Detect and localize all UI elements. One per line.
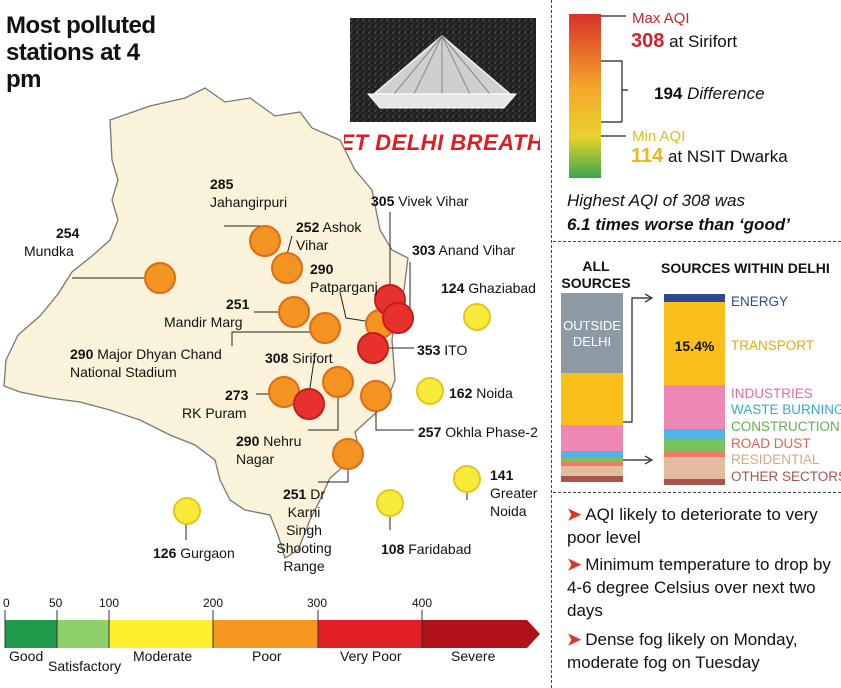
arrow-icon: ➤ xyxy=(567,630,582,649)
scale-band-poor xyxy=(213,620,318,648)
station-sirifort xyxy=(293,388,325,420)
station-jahangirpuri xyxy=(249,225,281,257)
label-ito: 353 ITO xyxy=(417,342,468,358)
label-mandir-marg: 251 Mandir Marg xyxy=(164,296,250,330)
scale-band-satisfactory xyxy=(57,620,109,648)
lotus-temple-logo-icon: LET DELHI BREATHE xyxy=(326,18,559,155)
scale-label-severe: Severe xyxy=(451,648,496,664)
all-sources-bar xyxy=(561,293,654,482)
scale-label-moderate: Moderate xyxy=(133,648,193,664)
label-ghaziabad: 124 Ghaziabad xyxy=(441,280,536,296)
label-okhla: 257 Okhla Phase-2 xyxy=(418,424,538,440)
delhi-boundary xyxy=(3,87,409,559)
legend-other-sectors: OTHER SECTORS xyxy=(731,469,841,484)
legend-road-dust: ROAD DUST xyxy=(731,436,811,451)
label-noida: 162 Noida xyxy=(449,385,513,401)
label-nehru-nagar: 290 Nehru Nagar xyxy=(236,433,302,467)
note-line-1: Highest AQI of 308 was xyxy=(567,191,745,210)
station-nehru-nagar xyxy=(322,366,354,398)
transport-share: 15.4% xyxy=(674,338,715,354)
max-aqi-label: Max AQI xyxy=(632,10,690,27)
label-mundka: 254 Mundka xyxy=(24,225,80,259)
aqi-range-gradient xyxy=(569,14,628,178)
scale-tick: 400 xyxy=(412,596,433,610)
station-karni-singh xyxy=(332,438,364,470)
section-divider xyxy=(553,492,841,493)
legend-transport: TRANSPORT xyxy=(731,338,815,353)
logo: LET DELHI BREATHE xyxy=(326,14,559,164)
label-ashok-vihar: 252 Ashok Vihar xyxy=(296,219,362,253)
label-sirifort: 308 Sirifort xyxy=(265,350,333,366)
page-title: Most polluted stations at 4 pm xyxy=(6,12,156,93)
within-delhi-heading: SOURCES WITHIN DELHI xyxy=(661,260,830,276)
outside-delhi-label: OUTSIDE DELHI xyxy=(563,318,621,349)
section-divider xyxy=(553,241,841,242)
scale-label-good: Good xyxy=(9,648,44,664)
scale-tick: 100 xyxy=(99,596,120,610)
label-rk-puram: 273 RK Puram xyxy=(182,387,249,421)
delhi-map xyxy=(3,87,409,559)
station-ashok-vihar xyxy=(271,252,303,284)
scale-tick: 0 xyxy=(3,596,10,610)
scale-label-satisfactory: Satisfactory xyxy=(48,658,122,674)
scale-label-poor: Poor xyxy=(252,648,282,664)
legend-energy: ENERGY xyxy=(731,294,789,309)
scale-band-good xyxy=(5,620,57,648)
note-line-2: 6.1 times worse than ‘good’ xyxy=(567,215,790,234)
forecast-item: ➤ AQI likely to deteriorate to very poor … xyxy=(567,505,818,547)
legend-waste-burning: WASTE BURNING xyxy=(731,402,841,417)
label-karni-singh: 251 Dr Karni Singh Shooting Range xyxy=(276,486,332,574)
difference-line: 194 Difference xyxy=(654,84,765,103)
label-gurgaon: 126 Gurgaon xyxy=(153,545,235,561)
all-sources-heading: ALL SOURCES xyxy=(561,258,631,291)
label-anand-vihar: 303 Anand Vihar xyxy=(412,242,516,258)
station-ito xyxy=(357,332,389,364)
scale-band-moderate xyxy=(109,620,213,648)
logo-text: LET DELHI BREATHE xyxy=(344,130,540,155)
column-divider xyxy=(551,0,552,688)
scale-band-very-poor xyxy=(318,620,422,648)
legend-industries: INDUSTRIES xyxy=(731,386,813,401)
forecast-item: ➤ Minimum temperature to drop by 4-6 degr… xyxy=(567,555,831,620)
max-aqi-line: 308 at Sirifort xyxy=(631,30,738,52)
min-aqi-line: 114 at NSIT Dwarka xyxy=(631,145,788,167)
station-faridabad xyxy=(376,489,404,517)
leader-lines xyxy=(72,212,491,540)
min-aqi-label: Min AQI xyxy=(632,128,686,145)
aqi-scale-bar xyxy=(4,610,540,648)
label-greater-noida: 141 Greater Noida xyxy=(490,467,538,519)
label-dhyan-chand: 290 Major Dhyan Chand National Stadium xyxy=(70,346,222,380)
label-jahangirpuri: 285 Jahangirpuri xyxy=(210,176,288,210)
label-faridabad: 108 Faridabad xyxy=(381,541,472,557)
arrow-icon: ➤ xyxy=(567,505,582,524)
label-vivek-vihar: 305 Vivek Vihar xyxy=(371,193,469,209)
within-delhi-bar xyxy=(664,294,725,485)
legend-construction: CONSTRUCTION xyxy=(731,419,840,434)
arrow-icon: ➤ xyxy=(567,555,582,574)
station-dhyan-chand xyxy=(309,312,341,344)
station-mandir-marg xyxy=(278,296,310,328)
leader-patparganj xyxy=(339,291,373,323)
station-anand-vihar xyxy=(382,302,414,334)
scale-label-very-poor: Very Poor xyxy=(340,648,402,664)
scale-tick: 50 xyxy=(49,596,63,610)
forecast-item: ➤ Dense fog likely on Monday, moderate fo… xyxy=(567,630,798,672)
scale-tick: 300 xyxy=(307,596,328,610)
scale-tick: 200 xyxy=(203,596,224,610)
station-noida xyxy=(416,377,444,405)
scale-band-severe xyxy=(422,620,540,648)
station-ghaziabad xyxy=(463,303,491,331)
station-gurgaon xyxy=(173,497,201,525)
station-mundka xyxy=(144,262,176,294)
legend-residential: RESIDENTIAL xyxy=(731,452,820,467)
leader-dhyan-chand xyxy=(231,331,320,346)
station-okhla xyxy=(360,380,392,412)
station-greater-noida xyxy=(453,465,481,493)
label-patparganj: 290 Patparganj xyxy=(310,261,378,295)
